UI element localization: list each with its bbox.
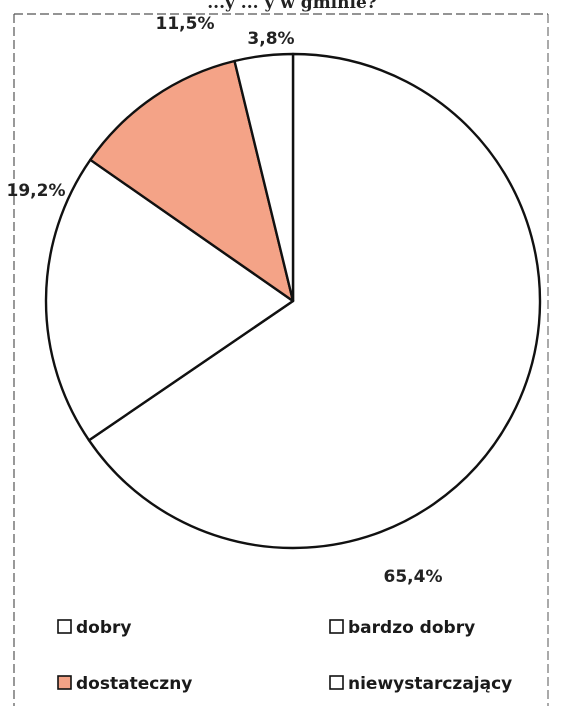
legend-swatch	[329, 675, 344, 690]
legend-label: bardzo dobry	[348, 618, 475, 638]
pie-slice-dobry	[87, 52, 542, 550]
legend-label: dobry	[76, 618, 131, 638]
legend-item-niewystarczający: niewystarczający	[329, 674, 512, 694]
legend-item-dobry: dobry	[57, 618, 131, 638]
pie-slices	[44, 52, 542, 550]
slice-labels: 65,4% 19,2% 11,5% 3,8%	[7, 14, 443, 587]
legend-swatch	[57, 675, 72, 690]
slice-label-niewystarczający: 3,8%	[247, 29, 294, 49]
chart-title-fragment: ...y ... y w gminie?	[207, 0, 377, 13]
legend-swatch	[57, 619, 72, 634]
pie-slice-bardzo-dobry	[44, 158, 295, 442]
slice-label-bardzo-dobry: 19,2%	[7, 181, 66, 201]
legend: dobry bardzo dobry dostateczny niewystarcza…	[57, 618, 512, 694]
legend-item-dostateczny: dostateczny	[57, 674, 192, 694]
legend-label: dostateczny	[76, 674, 192, 694]
pie-slice-dostateczny	[89, 59, 295, 303]
legend-swatch	[329, 619, 344, 634]
slice-label-dostateczny: 11,5%	[156, 14, 215, 34]
slice-label-dobry: 65,4%	[384, 567, 443, 587]
legend-item-bardzo-dobry: bardzo dobry	[329, 618, 475, 638]
legend-label: niewystarczający	[348, 674, 512, 694]
pie-slice-niewystarczający	[233, 52, 295, 303]
